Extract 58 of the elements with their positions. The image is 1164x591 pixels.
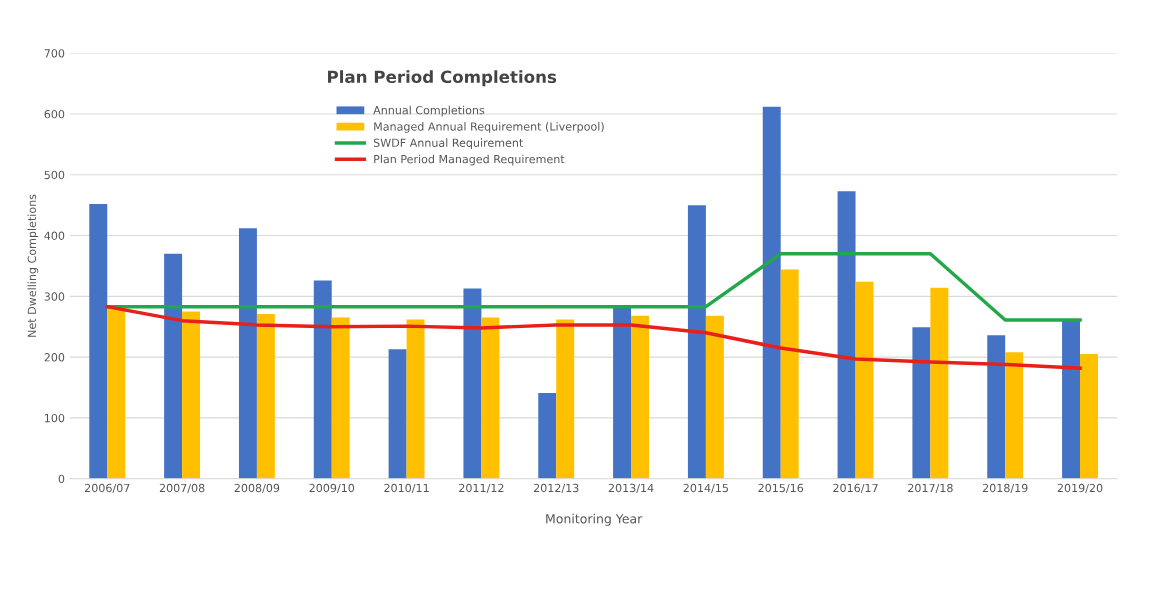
y-tick-label: 400: [44, 231, 65, 240]
legend-label: Annual Completions: [373, 105, 485, 117]
bar: [687, 205, 706, 479]
bar: [406, 319, 425, 479]
y-axis-title: Net Dwelling Completions: [27, 194, 39, 337]
legend-label: SWDF Annual Requirement: [373, 138, 524, 150]
bar: [1080, 354, 1098, 479]
x-axis-title: Monitoring Year: [546, 513, 643, 526]
x-tick-label: 2016/17: [833, 483, 878, 494]
bar: [313, 280, 332, 479]
legend-label: Managed Annual Requirement (Liverpool): [374, 122, 604, 133]
bar: [481, 317, 500, 479]
bar: [463, 288, 482, 479]
text: Plan Period Completions: [328, 70, 557, 87]
bar: [855, 281, 874, 479]
bar: [538, 393, 557, 479]
x-tick-label: 2017/18: [908, 483, 953, 494]
bar: [556, 319, 575, 479]
bar: [762, 106, 781, 479]
x-tick-label: 2008/09: [234, 483, 280, 494]
x-tick-label: 2007/08: [159, 483, 205, 494]
bar: [912, 327, 931, 479]
line-series: [105, 304, 1082, 370]
x-tick-label: 2019/20: [1057, 483, 1103, 494]
y-tick-label: 200: [44, 353, 65, 362]
bar: [89, 203, 108, 479]
x-tick-label: 2011/12: [459, 483, 504, 494]
y-tick-label: 0: [58, 474, 65, 484]
bar: [238, 228, 257, 479]
x-tick-label: 2018/19: [982, 483, 1028, 494]
bar: [613, 306, 632, 479]
bar: [164, 253, 183, 479]
bar: [705, 315, 724, 479]
y-tick-label: 100: [44, 413, 65, 423]
bar: [780, 269, 799, 479]
y-tick-label: 700: [44, 49, 65, 58]
y-tick-label: 600: [44, 109, 65, 119]
bar: [837, 191, 856, 479]
bar: [987, 335, 1006, 479]
bar: [1005, 352, 1024, 479]
y-tick-label: 300: [44, 292, 65, 301]
x-tick-label: 2009/10: [309, 483, 355, 494]
bar: [256, 313, 275, 479]
bar: [182, 311, 201, 479]
x-tick-label: 2015/16: [758, 483, 804, 494]
bar: [107, 306, 126, 479]
legend-label: Plan Period Managed Requirement: [374, 154, 565, 166]
x-tick-label: 2013/14: [608, 483, 654, 494]
x-tick-label: 2014/15: [683, 483, 728, 494]
bar: [631, 315, 650, 479]
y-tick-label: 500: [44, 170, 65, 180]
bar: [1062, 320, 1081, 479]
x-tick-label: 2006/07: [84, 483, 130, 494]
bar: [388, 349, 407, 479]
x-tick-label: 2012/13: [533, 483, 579, 494]
bar: [930, 287, 949, 479]
x-tick-label: 2010/11: [384, 483, 429, 494]
bar: [331, 317, 350, 479]
